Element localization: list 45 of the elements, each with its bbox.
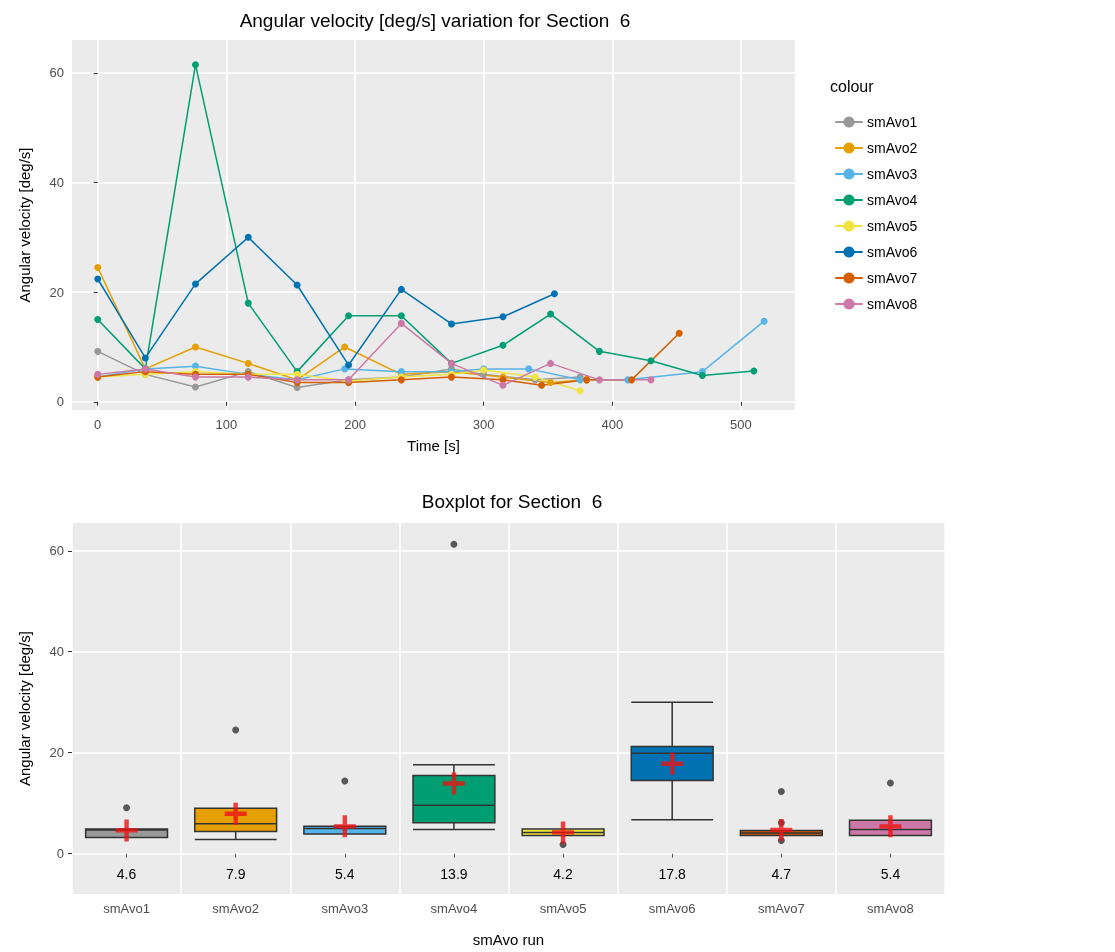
legend-label: smAvo3 — [867, 166, 918, 182]
x-tick-label: 100 — [215, 417, 238, 432]
y-tick-label: 40 — [49, 644, 64, 660]
x-tick-label: smAvo7 — [757, 901, 805, 916]
legend-label: smAvo7 — [867, 270, 918, 286]
y-tick-label: 20 — [49, 745, 64, 761]
annotation: 17.8 — [658, 866, 687, 882]
legend-title: colour — [830, 77, 875, 95]
y-tick-label: 0 — [56, 394, 64, 410]
legend-label: smAvo2 — [867, 140, 918, 156]
x-tick-label: 0 — [94, 417, 102, 432]
x-tick-label: smAvo5 — [539, 901, 587, 916]
x-tick-label: 400 — [601, 417, 624, 432]
legend-label: smAvo1 — [867, 114, 918, 130]
annotation: 13.9 — [440, 866, 468, 882]
x-tick-label: smAvo8 — [867, 901, 914, 916]
x-tick-label: smAvo2 — [212, 901, 260, 916]
legend-label: smAvo5 — [867, 218, 918, 234]
x-tick-label: smAvo6 — [648, 901, 696, 916]
x-axis-title: smAvo run — [472, 931, 545, 948]
y-tick-label: 60 — [49, 65, 64, 81]
legend-label: smAvo4 — [867, 192, 918, 208]
legend-label: smAvo8 — [867, 296, 918, 312]
x-axis-title: Time [s] — [407, 437, 460, 454]
y-tick-label: 0 — [56, 846, 64, 862]
x-tick-label: 300 — [472, 417, 495, 432]
y-tick-label: 60 — [49, 543, 64, 559]
legend-label: smAvo6 — [867, 244, 918, 260]
annotation: 4.7 — [771, 866, 792, 882]
y-tick-label: 20 — [49, 284, 64, 300]
annotation: 5.4 — [880, 866, 901, 882]
y-axis-title: Angular velocity [deg/s] — [16, 147, 33, 303]
annotation: 4.2 — [553, 866, 573, 882]
annotation: 5.4 — [335, 866, 355, 882]
x-tick-label: 200 — [344, 417, 366, 432]
x-tick-label: smAvo3 — [321, 901, 369, 916]
y-axis-title: Angular velocity [deg/s] — [16, 630, 33, 787]
chart-title: Boxplot for Section 6 — [421, 491, 603, 512]
annotation: 7.9 — [225, 866, 246, 882]
y-tick-label: 40 — [49, 175, 64, 191]
x-tick-label: smAvo4 — [430, 901, 478, 916]
annotation: 4.6 — [116, 866, 137, 882]
chart-title: Angular velocity [deg/s] variation for Section 6 — [239, 10, 631, 31]
x-tick-label: 500 — [730, 417, 752, 432]
x-tick-label: smAvo1 — [103, 901, 150, 916]
